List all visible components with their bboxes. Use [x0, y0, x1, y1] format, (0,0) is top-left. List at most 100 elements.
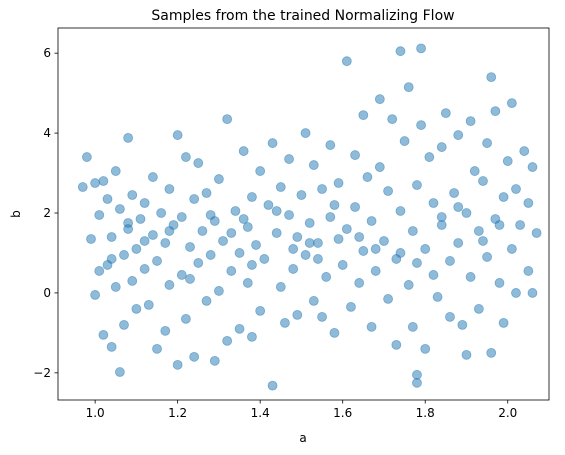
- point: [280, 317, 290, 328]
- point: [304, 238, 315, 248]
- point: [407, 226, 418, 236]
- point: [511, 184, 521, 194]
- point: [247, 260, 257, 270]
- point: [106, 341, 117, 352]
- point: [147, 172, 158, 182]
- point: [428, 270, 439, 280]
- point: [242, 222, 253, 232]
- point: [119, 250, 129, 260]
- point: [506, 244, 517, 254]
- point: [234, 323, 245, 334]
- point: [457, 319, 468, 330]
- point: [527, 288, 538, 298]
- point: [284, 154, 294, 164]
- point: [486, 347, 497, 358]
- point: [139, 198, 150, 208]
- point: [424, 152, 435, 162]
- x-tick-label: 1.8: [416, 406, 435, 420]
- point: [147, 230, 158, 240]
- x-axis-label: a: [299, 431, 306, 445]
- point: [350, 202, 360, 212]
- point: [193, 158, 204, 168]
- point: [110, 282, 121, 292]
- point: [226, 266, 237, 276]
- point: [420, 244, 431, 254]
- point: [114, 367, 125, 377]
- point: [486, 72, 497, 83]
- point: [403, 82, 414, 93]
- point: [515, 220, 526, 230]
- point: [160, 238, 171, 248]
- point: [358, 110, 369, 121]
- point: [391, 339, 402, 350]
- point: [267, 138, 278, 148]
- plot-frame: [57, 27, 550, 401]
- point: [453, 238, 464, 248]
- point: [370, 244, 381, 254]
- point: [482, 138, 493, 148]
- point: [337, 260, 348, 270]
- point: [90, 178, 101, 188]
- point: [478, 236, 488, 246]
- point: [478, 176, 488, 186]
- point: [461, 208, 472, 218]
- point: [214, 286, 224, 296]
- point: [222, 114, 233, 125]
- y-tick-label: 4: [43, 126, 51, 140]
- point: [346, 302, 356, 312]
- point: [374, 94, 385, 105]
- point: [102, 194, 113, 204]
- point: [172, 359, 183, 370]
- point: [255, 166, 266, 176]
- point: [519, 146, 530, 156]
- point: [527, 162, 538, 172]
- point: [263, 200, 274, 210]
- point: [465, 116, 476, 126]
- point: [164, 226, 175, 236]
- point: [412, 258, 422, 268]
- point: [420, 343, 431, 354]
- point: [383, 186, 393, 196]
- point: [143, 300, 154, 310]
- point: [94, 210, 105, 220]
- point: [494, 278, 505, 288]
- point: [292, 309, 303, 320]
- point: [395, 248, 406, 258]
- chart-title: Samples from the trained Normalizing Flo…: [151, 8, 454, 24]
- point: [358, 246, 369, 256]
- point: [445, 311, 455, 322]
- point: [139, 264, 150, 274]
- point: [325, 212, 336, 222]
- point: [473, 303, 484, 314]
- point: [189, 194, 200, 204]
- point: [123, 132, 134, 143]
- point: [86, 234, 96, 244]
- point: [201, 296, 212, 306]
- point: [416, 43, 426, 54]
- point: [77, 182, 88, 192]
- point: [201, 188, 212, 198]
- point: [139, 236, 150, 246]
- point: [374, 162, 385, 172]
- point: [106, 232, 117, 242]
- x-tick-label: 1.6: [333, 406, 352, 420]
- x-tick-label: 2.0: [498, 406, 517, 420]
- point: [81, 152, 92, 162]
- point: [469, 166, 480, 176]
- point: [490, 106, 501, 117]
- point: [387, 114, 398, 125]
- point: [106, 254, 117, 264]
- point: [329, 327, 340, 338]
- point: [226, 228, 237, 238]
- point: [156, 208, 167, 218]
- point: [164, 184, 175, 194]
- point: [304, 218, 315, 228]
- point: [300, 250, 311, 260]
- point: [436, 142, 447, 152]
- point: [296, 190, 307, 200]
- point: [222, 335, 233, 346]
- point: [370, 266, 381, 276]
- point: [247, 192, 257, 202]
- point: [94, 266, 105, 276]
- point: [523, 266, 534, 276]
